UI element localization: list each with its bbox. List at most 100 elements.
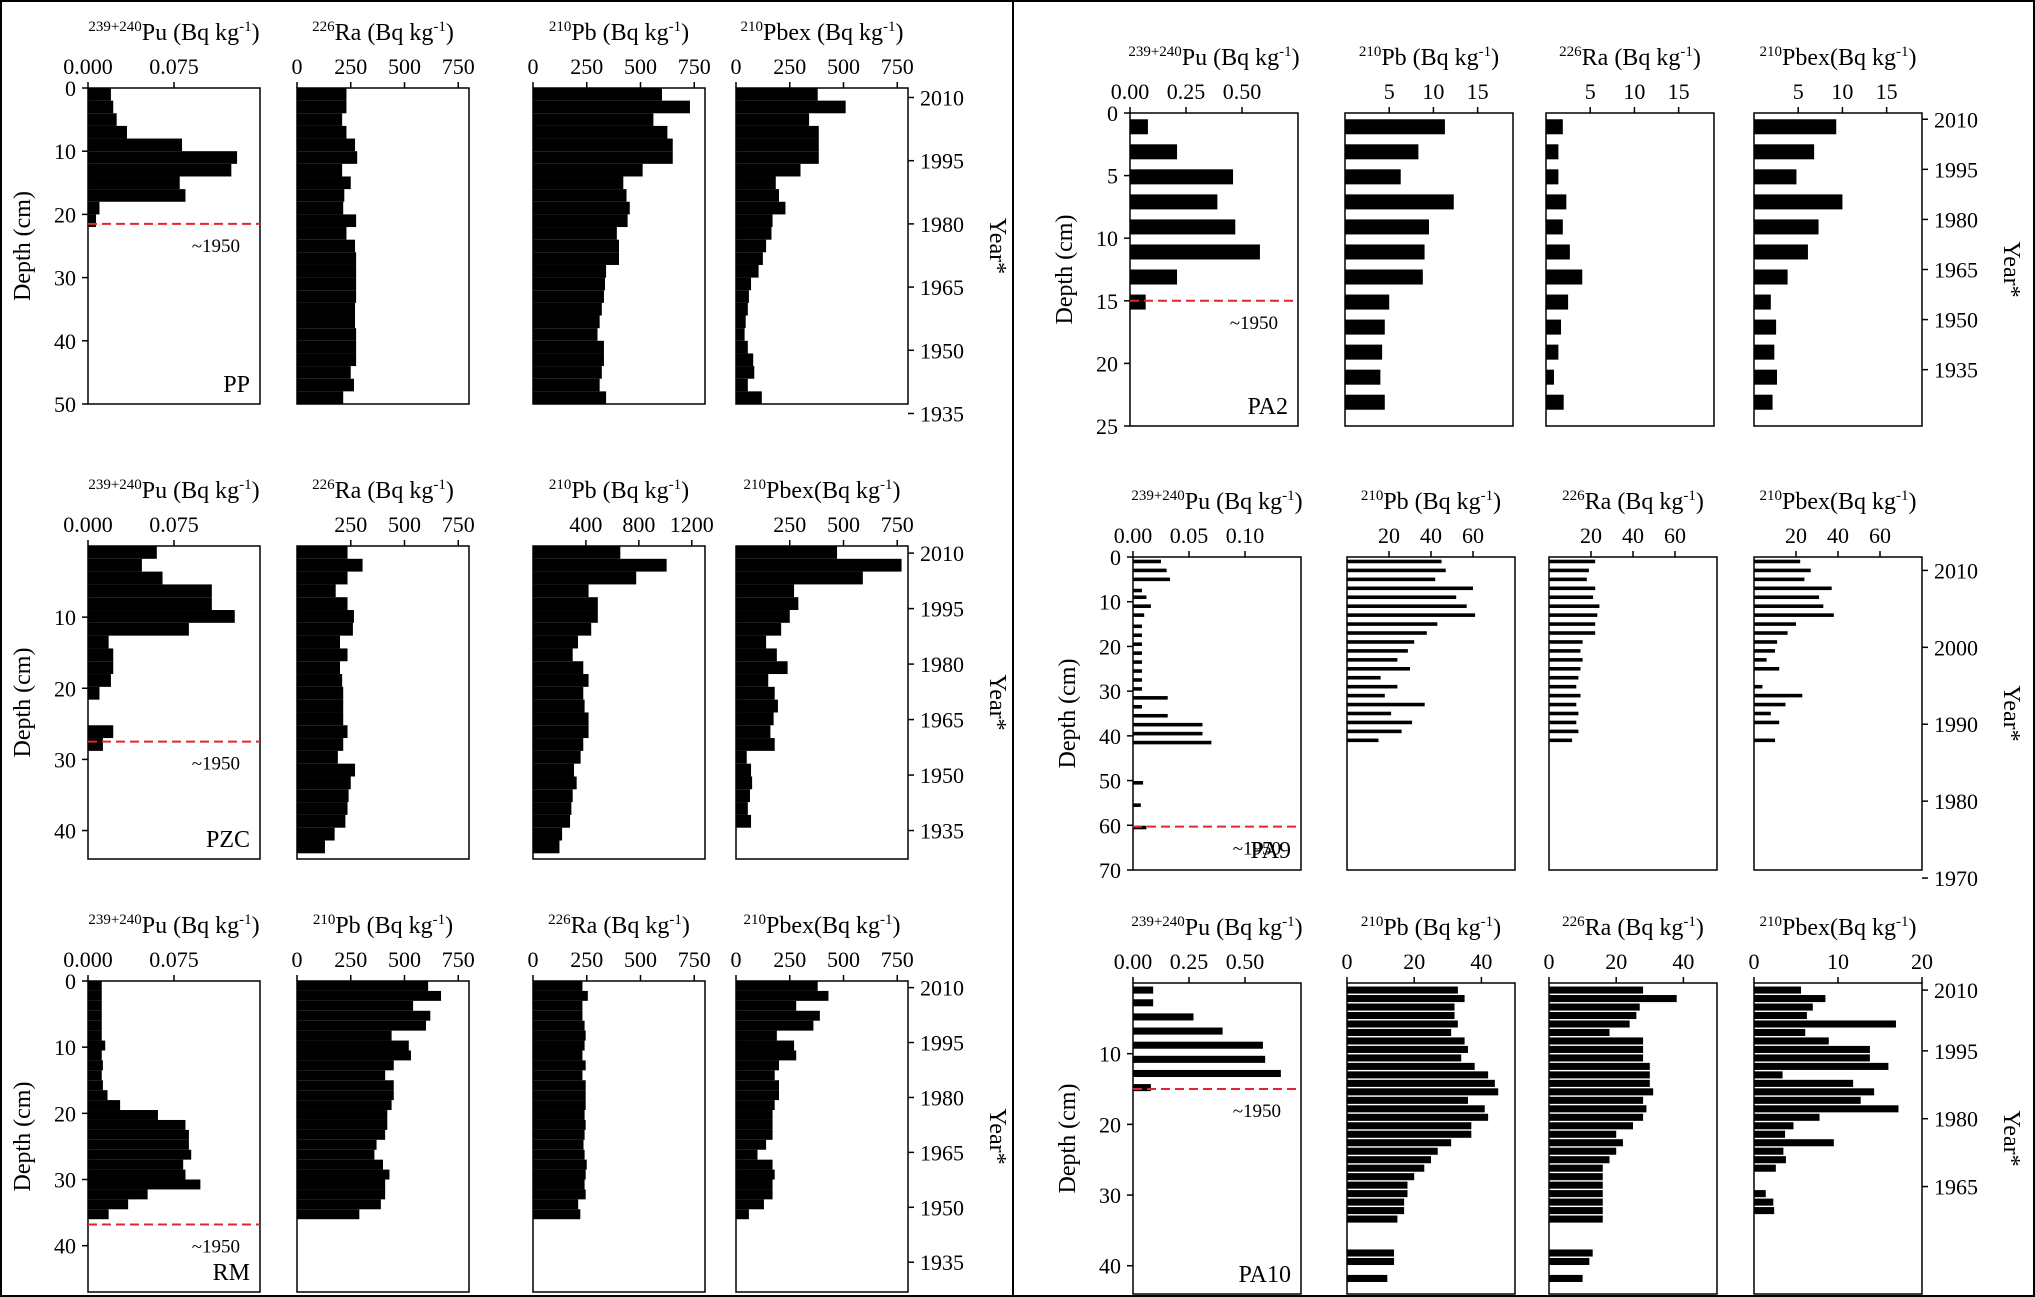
x-tick-label: 0: [1342, 949, 1353, 974]
data-bar: [1754, 1011, 1807, 1020]
data-bar: [88, 125, 127, 139]
unit-close: ): [893, 478, 901, 504]
site-label: RM: [213, 1260, 250, 1286]
x-axis-label: 210Pb (Bq kg-1): [1359, 44, 1499, 71]
data-bar: [1130, 294, 1146, 310]
data-bar: [1549, 658, 1583, 662]
data-bar: [533, 328, 598, 341]
data-bar: [533, 1209, 581, 1220]
data-bar: [297, 990, 442, 1001]
y-axis-label: Depth (cm): [1055, 1084, 1081, 1194]
data-bar: [297, 1139, 377, 1150]
data-bar: [736, 571, 863, 585]
data-bar: [736, 1209, 749, 1220]
data-bar: [297, 1209, 360, 1220]
y-tick-label: 70: [1099, 858, 1121, 883]
data-bar: [88, 738, 103, 751]
data-bar: [533, 622, 592, 636]
x-tick-label: 0: [292, 947, 303, 972]
data-bar: [736, 1129, 773, 1140]
data-bar: [1754, 194, 1843, 210]
year-tick-label: 2010: [920, 541, 964, 566]
data-bar: [297, 151, 358, 164]
data-bar: [736, 1199, 764, 1210]
x-tick-label: 0: [292, 54, 303, 79]
plot-area: [1346, 982, 1516, 1295]
y-tick-label: 30: [1099, 679, 1121, 704]
data-bar: [533, 366, 602, 379]
year-tick-label: 1995: [920, 597, 964, 622]
data-bar: [533, 571, 637, 585]
y-tick-label: 20: [1096, 351, 1118, 376]
data-bar: [1549, 1198, 1603, 1206]
data-bar: [1754, 1105, 1899, 1113]
data-bar: [88, 1149, 192, 1160]
x-tick-label: 10: [1422, 79, 1444, 104]
year-tick-label: 1935: [1934, 358, 1978, 383]
data-bar: [533, 214, 628, 228]
data-bar: [297, 201, 344, 215]
data-bar: [1754, 986, 1802, 994]
data-bar: [297, 113, 343, 126]
data-bar: [533, 100, 690, 114]
data-bar: [1754, 1130, 1786, 1138]
isotope-name: Pbex(Bq kg: [766, 478, 880, 504]
data-bar: [297, 1100, 392, 1111]
data-bar: [297, 725, 348, 739]
x-tick-label: 0: [731, 54, 742, 79]
data-bar: [297, 277, 357, 291]
data-bar: [88, 1050, 102, 1061]
data-bar: [736, 100, 846, 114]
y-tick-label: 40: [1099, 1254, 1121, 1279]
y-tick-label: 20: [54, 1101, 76, 1126]
data-bar: [736, 315, 746, 329]
panel-pp-pu: 0.000 0.075 239+240Pu (Bq kg-1) 0 10 20 30 40 50…: [10, 19, 261, 417]
plot-area: [1753, 556, 1923, 871]
year-tick-label: 1965: [920, 708, 964, 733]
data-bar: [533, 163, 643, 177]
data-bar: [1754, 244, 1808, 260]
data-bar: [736, 558, 902, 572]
data-bar: [88, 725, 114, 739]
data-bar: [1347, 559, 1442, 564]
data-bar: [297, 648, 348, 662]
data-bar: [88, 1000, 102, 1011]
x-tick-label: 10: [1831, 79, 1853, 104]
y-tick-label: 0: [1110, 545, 1121, 570]
data-bar: [736, 597, 799, 611]
data-bar: [1549, 568, 1589, 573]
data-bar: [533, 1060, 586, 1071]
data-bar: [533, 546, 621, 559]
x-axis-label: 210Pbex(Bq kg-1): [744, 477, 901, 504]
data-bar: [1546, 369, 1554, 385]
data-bar: [1345, 269, 1423, 285]
isotope-mass: 210: [744, 477, 767, 493]
data-bar: [736, 163, 801, 177]
data-bar: [88, 1189, 148, 1200]
unit-close: ): [682, 913, 690, 939]
data-bar: [1754, 693, 1803, 698]
x-tick-label: 0: [528, 54, 539, 79]
data-bar: [1347, 1037, 1465, 1045]
data-bar: [736, 277, 752, 291]
year-tick-label: 1970: [1934, 866, 1978, 891]
data-bar: [1754, 640, 1778, 644]
data-bar: [297, 1189, 386, 1200]
year-tick-label: 1965: [1934, 1175, 1978, 1200]
data-bar: [88, 571, 163, 585]
data-bar: [1549, 1207, 1603, 1215]
data-bar: [1549, 1215, 1603, 1223]
data-bar: [88, 214, 97, 228]
data-bar: [533, 1010, 583, 1021]
isotope-mass: 226: [1562, 914, 1585, 930]
data-bar: [1549, 986, 1644, 994]
data-bar: [1347, 1190, 1408, 1198]
data-bar: [1347, 1156, 1431, 1164]
data-bar: [736, 353, 754, 367]
data-bar: [297, 378, 354, 392]
x-tick-label: 500: [388, 947, 421, 972]
data-bar: [1754, 684, 1763, 689]
data-bar: [533, 315, 600, 329]
data-bar: [1133, 722, 1203, 727]
